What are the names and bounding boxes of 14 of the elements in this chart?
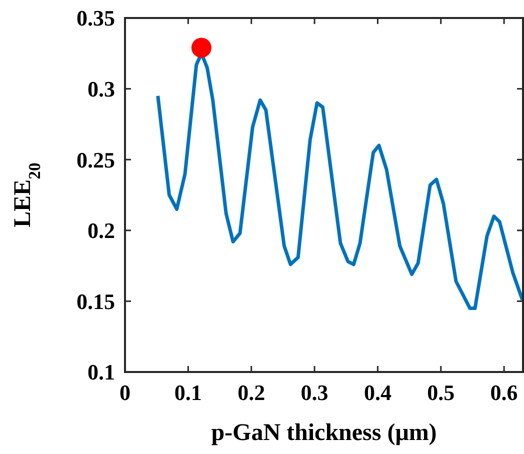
y-tick-label: 0.25 (76, 147, 115, 172)
x-tick-label: 0.1 (174, 380, 202, 405)
y-tick-label: 0.3 (88, 76, 115, 102)
x-tick-label: 0 (120, 380, 130, 405)
y-tick-label: 0.2 (88, 218, 115, 244)
y-tick-label: 0.35 (76, 6, 115, 31)
y-tick-label: 0.15 (76, 288, 115, 314)
x-tick-label: 0.5 (427, 380, 455, 405)
x-axis-title: p-GaN thickness (μm) (211, 420, 437, 446)
x-tick-label: 0.4 (364, 380, 392, 405)
y-tick-label: 0.1 (88, 360, 115, 385)
x-tick-label: 0.2 (238, 380, 266, 405)
x-tick-label: 0.3 (300, 380, 328, 405)
x-tick-label: 0.6 (490, 380, 518, 405)
